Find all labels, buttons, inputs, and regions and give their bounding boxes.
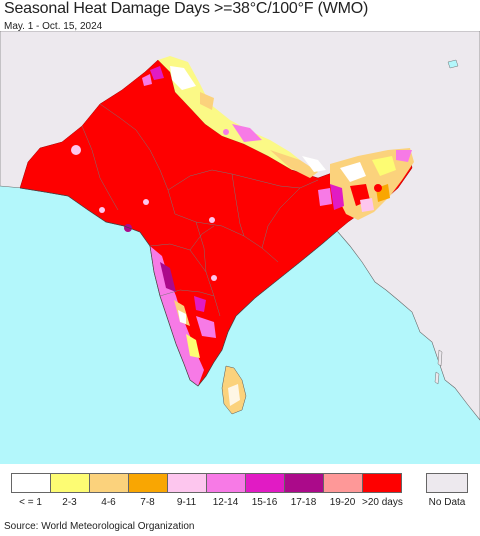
no-data-label: No Data: [428, 497, 466, 508]
heat-damage-map[interactable]: [0, 31, 480, 464]
legend-swatch: [323, 473, 363, 493]
legend-label: 17-18: [290, 497, 317, 508]
legend-swatch: [11, 473, 51, 493]
legend-label: 4-6: [101, 497, 116, 508]
legend-swatch: [50, 473, 90, 493]
andaman-islands: [437, 349, 443, 367]
legend-label: 9-11: [176, 497, 197, 508]
legend-no-data: No Data: [426, 473, 470, 508]
legend-label: 19-20: [329, 497, 356, 508]
legend-swatch: [89, 473, 129, 493]
legend-swatch: [128, 473, 168, 493]
legend-swatch: [245, 473, 285, 493]
legend-label: 12-14: [212, 497, 239, 508]
map-subtitle: May. 1 - Oct. 15, 2024: [4, 21, 103, 32]
map-title: Seasonal Heat Damage Days >=38°C/100°F (…: [4, 0, 369, 17]
legend-label: < = 1: [19, 497, 42, 508]
legend-swatch: [206, 473, 246, 493]
legend: < = 1 2-3 4-6 7-8 9-11 12-14 15-16 17-18 19-20 >2…: [11, 473, 403, 513]
source-note: Source: World Meteorological Organizatio…: [4, 521, 195, 532]
legend-swatch: [167, 473, 207, 493]
legend-label: 2-3: [62, 497, 77, 508]
admin-borders: [81, 103, 319, 317]
legend-label: 7-8: [140, 497, 155, 508]
legend-swatch: [284, 473, 324, 493]
legend-label: 15-16: [251, 497, 278, 508]
legend-label: >20 days: [362, 497, 403, 508]
coastline: [19, 187, 337, 387]
no-data-swatch: [426, 473, 468, 493]
legend-swatch: [362, 473, 402, 493]
